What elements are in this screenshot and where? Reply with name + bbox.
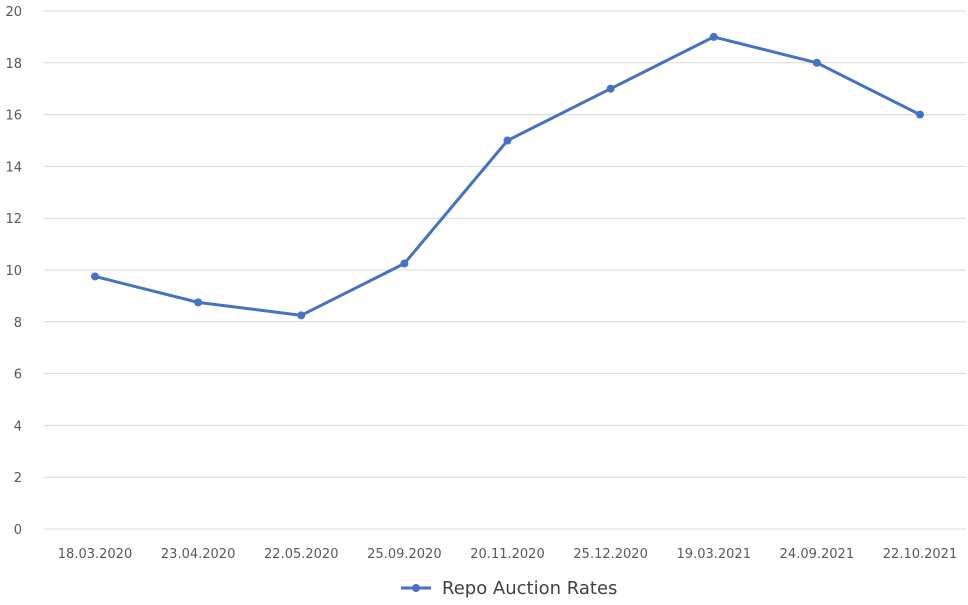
legend-point-marker xyxy=(412,584,420,592)
y-tick-label: 16 xyxy=(5,109,22,124)
series-line xyxy=(93,35,922,317)
x-tick-label: 22.05.2020 xyxy=(264,547,338,562)
y-axis-tick-labels: 0 2 4 6 8 10 12 14 16 18 20 xyxy=(5,5,22,538)
data-point xyxy=(812,58,821,67)
y-tick-label: 18 xyxy=(5,57,22,72)
series-layer xyxy=(91,32,924,320)
y-tick-label: 10 xyxy=(5,264,22,279)
gridlines xyxy=(44,10,966,530)
legend: Repo Auction Rates xyxy=(401,578,617,599)
x-axis-tick-labels: 18.03.2020 23.04.2020 22.05.2020 25.09.2020… xyxy=(58,547,957,562)
x-tick-label: 22.10.2021 xyxy=(883,547,957,562)
x-tick-label: 19.03.2021 xyxy=(677,547,751,562)
y-tick-label: 8 xyxy=(14,316,22,331)
data-point xyxy=(194,298,203,307)
y-tick-label: 0 xyxy=(14,523,22,538)
data-point xyxy=(91,272,99,281)
data-point xyxy=(297,311,306,320)
y-tick-label: 6 xyxy=(14,368,22,383)
data-point xyxy=(709,32,718,41)
data-point xyxy=(400,259,409,268)
x-tick-label: 23.04.2020 xyxy=(161,547,235,562)
x-tick-label: 24.09.2021 xyxy=(780,547,854,562)
x-tick-label: 25.09.2020 xyxy=(367,547,441,562)
x-tick-label: 25.12.2020 xyxy=(573,547,647,562)
y-tick-label: 4 xyxy=(14,419,22,434)
data-point xyxy=(503,136,512,145)
legend-label: Repo Auction Rates xyxy=(442,578,617,599)
y-tick-label: 12 xyxy=(5,212,22,227)
y-tick-label: 2 xyxy=(14,471,22,486)
data-point xyxy=(606,84,615,93)
x-tick-label: 18.03.2020 xyxy=(58,547,132,562)
y-tick-label: 20 xyxy=(5,5,22,20)
y-tick-label: 14 xyxy=(5,160,22,175)
data-point xyxy=(916,110,924,119)
x-tick-label: 20.11.2020 xyxy=(470,547,544,562)
